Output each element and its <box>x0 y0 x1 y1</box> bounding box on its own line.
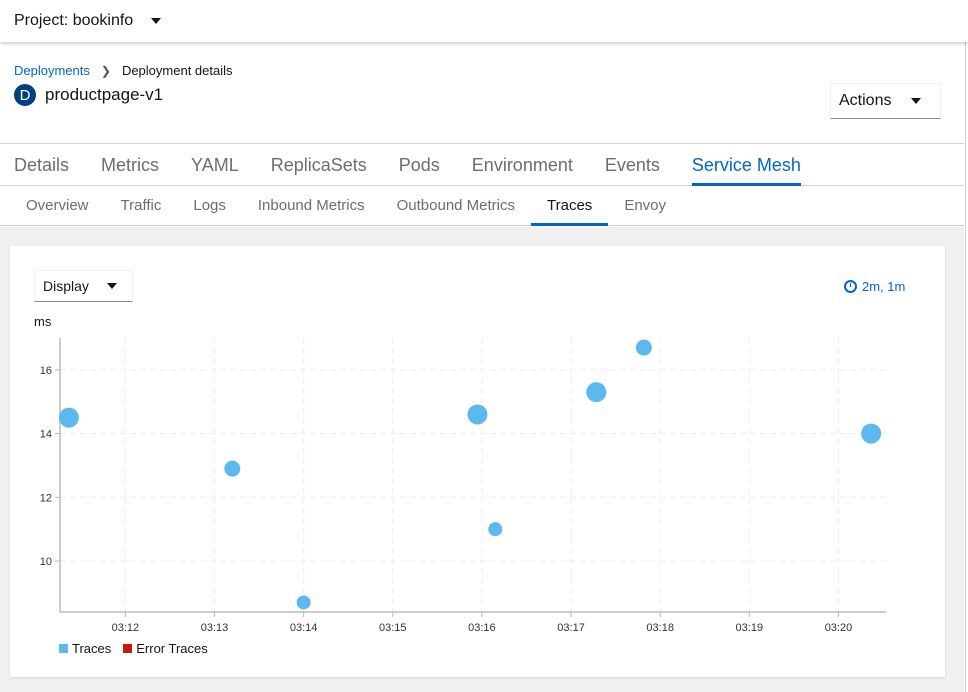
subtab-logs[interactable]: Logs <box>193 197 226 214</box>
subtab-outbound-metrics[interactable]: Outbound Metrics <box>396 197 516 214</box>
legend-label-traces: Traces <box>72 641 112 656</box>
tab-yaml[interactable]: YAML <box>191 155 239 175</box>
actions-button[interactable]: Actions <box>830 83 941 119</box>
x-tick-label: 03:15 <box>379 622 407 634</box>
trace-point[interactable] <box>467 404 488 425</box>
tab-details[interactable]: Details <box>14 155 70 175</box>
subtab-traffic[interactable]: Traffic <box>120 197 162 214</box>
x-tick-label: 03:20 <box>825 622 853 634</box>
trace-point[interactable] <box>861 423 882 444</box>
x-tick-label: 03:16 <box>468 622 496 634</box>
chevron-right-icon: ❯ <box>100 63 111 78</box>
time-range-link[interactable]: 2m, 1m <box>844 279 905 294</box>
x-tick-label: 03:17 <box>557 622 585 634</box>
y-tick-label: 14 <box>40 429 52 441</box>
deployment-badge: D <box>14 84 36 106</box>
caret-down-icon <box>911 98 922 104</box>
trace-point[interactable] <box>586 382 607 403</box>
tab-metrics[interactable]: Metrics <box>101 155 160 175</box>
breadcrumb-current: Deployment details <box>121 63 233 78</box>
scrollbar[interactable] <box>965 42 968 692</box>
subtab-inbound-metrics[interactable]: Inbound Metrics <box>257 197 365 214</box>
display-label: Display <box>43 278 89 294</box>
trace-point[interactable] <box>635 339 652 356</box>
project-selector[interactable]: Project: bookinfo <box>0 0 968 42</box>
y-tick-label: 16 <box>40 365 52 377</box>
trace-point[interactable] <box>224 460 241 477</box>
breadcrumb: Deployments ❯ Deployment details <box>14 63 233 78</box>
y-axis-label: ms <box>34 314 52 329</box>
tab-environment[interactable]: Environment <box>471 155 573 175</box>
subtab-traces[interactable]: Traces <box>531 186 609 226</box>
trace-point[interactable] <box>296 595 311 610</box>
y-tick-label: 12 <box>40 492 52 504</box>
chart-legend: Traces Error Traces <box>59 641 208 656</box>
service-mesh-subtabs: Overview Traffic Logs Inbound Metrics Outbou… <box>0 186 964 226</box>
resource-name: productpage-v1 <box>45 85 164 104</box>
caret-down-icon <box>151 18 162 24</box>
tab-replicasets[interactable]: ReplicaSets <box>270 155 367 175</box>
tab-pods[interactable]: Pods <box>398 155 440 175</box>
breadcrumb-deployments-link[interactable]: Deployments <box>14 63 90 78</box>
x-tick-label: 03:19 <box>736 622 764 634</box>
actions-label: Actions <box>839 92 892 109</box>
legend-swatch-error-traces <box>123 644 133 653</box>
main-tabs: Details Metrics YAML ReplicaSets Pods Environ… <box>0 143 964 186</box>
project-label: Project: bookinfo <box>14 12 134 29</box>
subtab-envoy[interactable]: Envoy <box>624 197 667 214</box>
tab-events[interactable]: Events <box>604 155 660 175</box>
y-tick-label: 10 <box>40 556 52 568</box>
clock-icon <box>844 280 857 293</box>
legend-label-error-traces: Error Traces <box>136 641 208 656</box>
subtab-overview[interactable]: Overview <box>26 197 89 214</box>
traces-card <box>10 246 945 677</box>
tab-service-mesh[interactable]: Service Mesh <box>691 144 801 186</box>
time-range-label: 2m, 1m <box>862 279 906 294</box>
legend-swatch-traces <box>59 644 68 653</box>
x-tick-label: 03:14 <box>290 622 318 634</box>
display-dropdown[interactable]: Display <box>34 270 133 302</box>
caret-down-icon <box>106 283 117 289</box>
trace-point[interactable] <box>58 407 79 428</box>
x-tick-label: 03:12 <box>112 622 140 634</box>
x-tick-label: 03:13 <box>201 622 229 634</box>
page-title: D productpage-v1 <box>14 84 163 106</box>
x-tick-label: 03:18 <box>646 622 674 634</box>
trace-point[interactable] <box>488 522 503 537</box>
